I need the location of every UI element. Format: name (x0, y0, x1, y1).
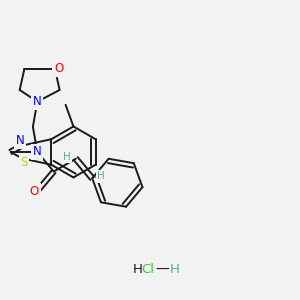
Text: H: H (132, 263, 142, 276)
Text: N: N (33, 95, 42, 108)
Text: H: H (97, 171, 105, 181)
Text: —: — (155, 263, 169, 277)
Text: N: N (16, 134, 24, 147)
Text: O: O (30, 184, 39, 198)
Text: O: O (54, 62, 64, 75)
Text: H: H (63, 152, 71, 162)
Text: Cl: Cl (142, 263, 154, 276)
Text: S: S (20, 156, 28, 169)
Text: N: N (33, 146, 42, 158)
Text: H: H (169, 263, 179, 276)
